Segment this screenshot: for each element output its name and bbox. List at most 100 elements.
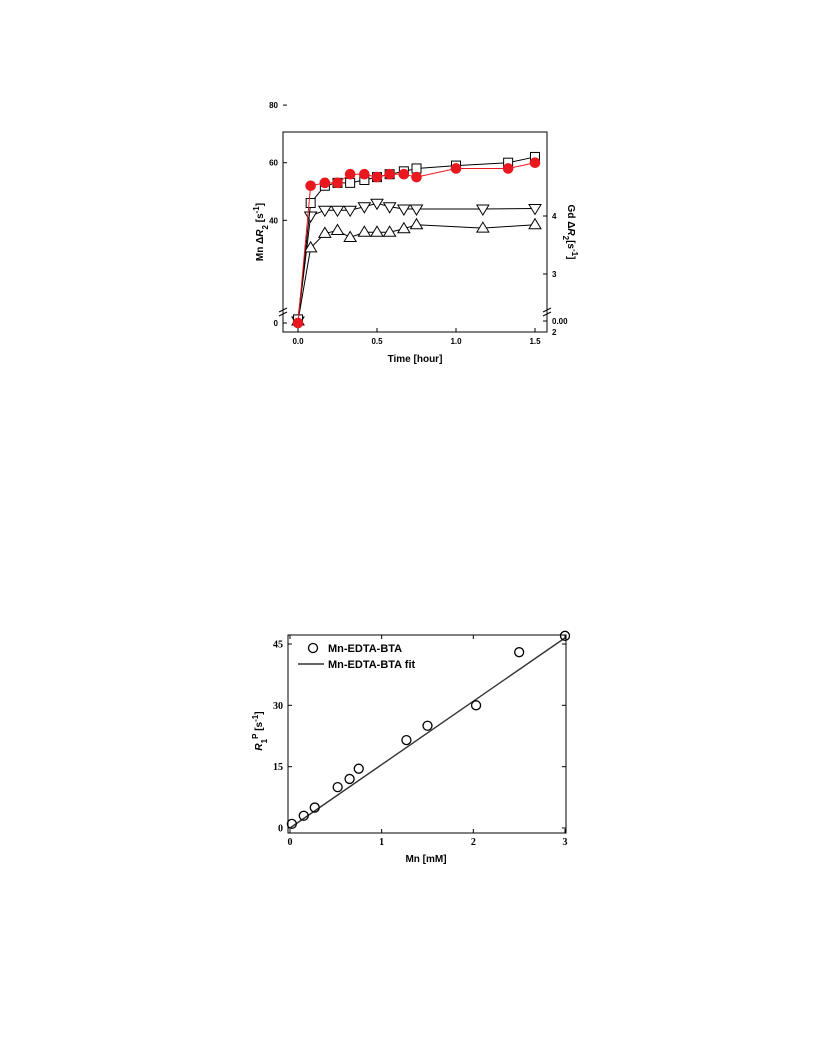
data-point bbox=[470, 700, 482, 711]
data-point bbox=[475, 204, 490, 217]
data-point bbox=[371, 171, 383, 183]
data-point bbox=[317, 226, 332, 238]
data-point bbox=[298, 810, 309, 821]
data-point bbox=[332, 177, 343, 189]
data-point bbox=[514, 647, 525, 658]
data-point bbox=[382, 225, 397, 237]
data-point bbox=[343, 205, 358, 218]
y-tick-label: 45 bbox=[273, 640, 283, 651]
data-point bbox=[330, 205, 345, 218]
y-axis-label: Mn ΔR2 [s-1] bbox=[252, 203, 270, 261]
legend-label: Mn-EDTA-BTA fit bbox=[328, 659, 415, 671]
y-axis-label-part: ] bbox=[254, 711, 265, 714]
x-axis-label: Mn [mM] bbox=[405, 854, 446, 865]
data-point bbox=[330, 223, 345, 235]
data-point bbox=[398, 168, 410, 180]
data-point bbox=[305, 180, 316, 192]
y-tick-label: 15 bbox=[273, 762, 283, 773]
y-tick-label: 40 bbox=[269, 216, 278, 225]
y-axis-label: R1P [s-1] bbox=[251, 711, 269, 750]
fit-line bbox=[289, 637, 566, 829]
y-axis-label-part: R bbox=[255, 229, 266, 237]
data-point bbox=[409, 204, 424, 217]
data-point bbox=[305, 198, 316, 209]
y2-tick-label: 2 bbox=[552, 328, 557, 337]
y-tick-label: 0 bbox=[274, 319, 279, 328]
data-point bbox=[353, 763, 364, 774]
x-tick-label: 0.5 bbox=[371, 337, 383, 346]
data-point bbox=[396, 221, 411, 234]
y-axis-label-part: -1 bbox=[252, 206, 261, 214]
data-point bbox=[317, 205, 332, 218]
data-point bbox=[370, 198, 384, 211]
data-point bbox=[409, 217, 424, 230]
x-axis-label: Time [hour] bbox=[388, 354, 443, 365]
x-tick-label: 1.0 bbox=[450, 337, 462, 346]
right-axis-break bbox=[542, 307, 552, 317]
data-point bbox=[303, 211, 318, 223]
data-point bbox=[528, 203, 542, 216]
data-point bbox=[292, 317, 304, 329]
data-point bbox=[559, 630, 571, 641]
y-axis-label-part: -1 bbox=[251, 714, 260, 722]
y-axis-label-part: Mn Δ bbox=[255, 237, 266, 261]
data-point bbox=[411, 171, 422, 183]
data-point bbox=[529, 157, 541, 168]
legend-marker-circle bbox=[307, 642, 319, 654]
data-point bbox=[357, 225, 372, 237]
data-point bbox=[422, 720, 433, 731]
y2-tick-label: 4 bbox=[552, 212, 557, 221]
x-tick-label: 1 bbox=[379, 837, 384, 848]
left-axis-break bbox=[278, 307, 288, 317]
data-point bbox=[396, 204, 411, 217]
x-tick-label: 3 bbox=[563, 837, 568, 848]
y-axis-label-part: [s bbox=[254, 721, 265, 733]
y2-axis-label-part: Gd Δ bbox=[565, 205, 576, 229]
y-tick-label: 0 bbox=[278, 824, 283, 835]
data-point bbox=[384, 168, 395, 180]
y-axis-label-part: 2 bbox=[261, 224, 270, 229]
y-tick-label: 60 bbox=[269, 159, 278, 168]
legend-label: Mn-EDTA-BTA bbox=[328, 643, 402, 655]
data-point bbox=[370, 225, 384, 237]
y-axis-label-part: [s bbox=[255, 213, 266, 225]
y2-axis-label-part: ] bbox=[565, 256, 576, 259]
data-point bbox=[344, 168, 356, 180]
y-axis-label-part: P bbox=[251, 733, 260, 739]
x-tick-label: 0 bbox=[288, 837, 293, 848]
x-tick-label: 0.0 bbox=[292, 337, 304, 346]
y2-tick-label: 3 bbox=[552, 270, 557, 279]
data-point bbox=[303, 240, 318, 253]
data-point bbox=[309, 802, 320, 813]
data-point bbox=[411, 163, 422, 174]
data-point bbox=[345, 177, 356, 188]
y-axis-label-part: R bbox=[254, 743, 265, 751]
data-point bbox=[528, 217, 542, 230]
y-axis-label-part: ] bbox=[255, 203, 266, 206]
data-point bbox=[401, 734, 412, 746]
y2-axis-label: Gd ΔR2[s-1] bbox=[562, 205, 580, 260]
y2-axis-label-part: R bbox=[565, 228, 576, 236]
data-point bbox=[502, 163, 514, 174]
time-course-chart: 0.0 0.5 1.0 1.5 0 40 60 80 0.00 2 3 4 Time [hour] Mn … bbox=[252, 101, 580, 365]
data-point bbox=[450, 163, 462, 174]
data-point bbox=[357, 202, 372, 214]
y-tick-label: 80 bbox=[269, 101, 278, 110]
data-point bbox=[332, 781, 343, 793]
y2-axis-label-part: -1 bbox=[571, 249, 580, 257]
data-point bbox=[286, 818, 297, 830]
y2-tick-label: 0.00 bbox=[552, 317, 568, 326]
y-tick-label: 30 bbox=[273, 701, 283, 712]
plot-frame bbox=[287, 634, 567, 834]
y2-axis-label-part: 2 bbox=[562, 236, 571, 241]
series-line-triangle-up bbox=[297, 224, 536, 322]
y2-axis-label-part: [s bbox=[565, 240, 576, 249]
data-point bbox=[344, 773, 355, 785]
data-point bbox=[319, 177, 331, 189]
x-tick-label: 1.5 bbox=[529, 337, 541, 346]
data-point bbox=[343, 230, 358, 242]
plot-frame bbox=[282, 131, 548, 333]
data-point bbox=[475, 221, 490, 233]
